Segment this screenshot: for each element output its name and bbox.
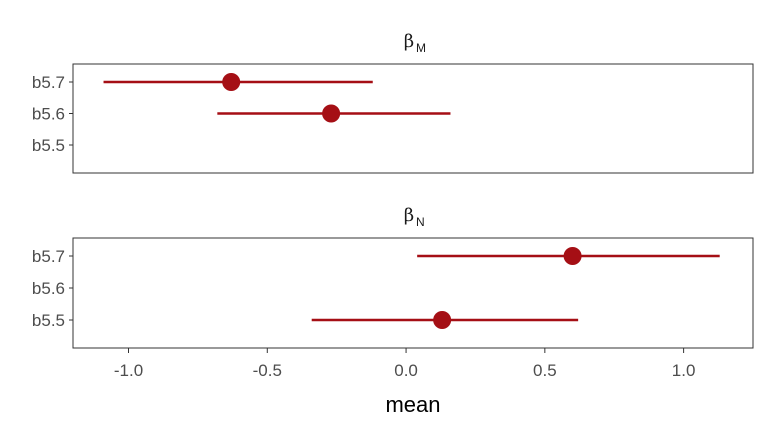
panel-border xyxy=(72,237,754,349)
y-tick-label: b5.6 xyxy=(32,105,65,124)
panel-2: β Nb5.7 b5.6 b5.5 xyxy=(32,205,754,349)
y-tick-label: b5.6 xyxy=(32,279,65,298)
panel-border xyxy=(72,63,754,174)
panel-title-subscript: M xyxy=(416,41,426,55)
x-tick-label: 1.0 xyxy=(672,361,696,380)
panel-1: β Mb5.7 b5.6 b5.5 xyxy=(32,31,754,174)
panel-title: β xyxy=(404,205,414,226)
x-tick-label: 0.0 xyxy=(394,361,418,380)
panels: β Mb5.7b5.6b5.5β Nb5.7b5.6b5.5 xyxy=(32,31,754,349)
panel-title-subscript: N xyxy=(416,215,425,229)
x-axis-title: mean xyxy=(385,392,440,417)
x-tick-label: 0.5 xyxy=(533,361,557,380)
x-tick-label: -1.0 xyxy=(114,361,143,380)
y-tick-label: b5.5 xyxy=(32,136,65,155)
mean-point xyxy=(563,247,582,265)
mean-point xyxy=(322,104,341,123)
y-tick-label: b5.5 xyxy=(32,311,65,330)
y-tick-label: b5.7 xyxy=(32,247,65,266)
x-tick-label: -0.5 xyxy=(253,361,282,380)
mean-point xyxy=(222,73,241,91)
mean-point xyxy=(433,311,452,329)
x-axis: -1.0 -0.5 0.0 0.5 1.0 xyxy=(114,348,696,380)
panel-title: β xyxy=(404,31,414,52)
y-tick-label: b5.7 xyxy=(32,73,65,92)
